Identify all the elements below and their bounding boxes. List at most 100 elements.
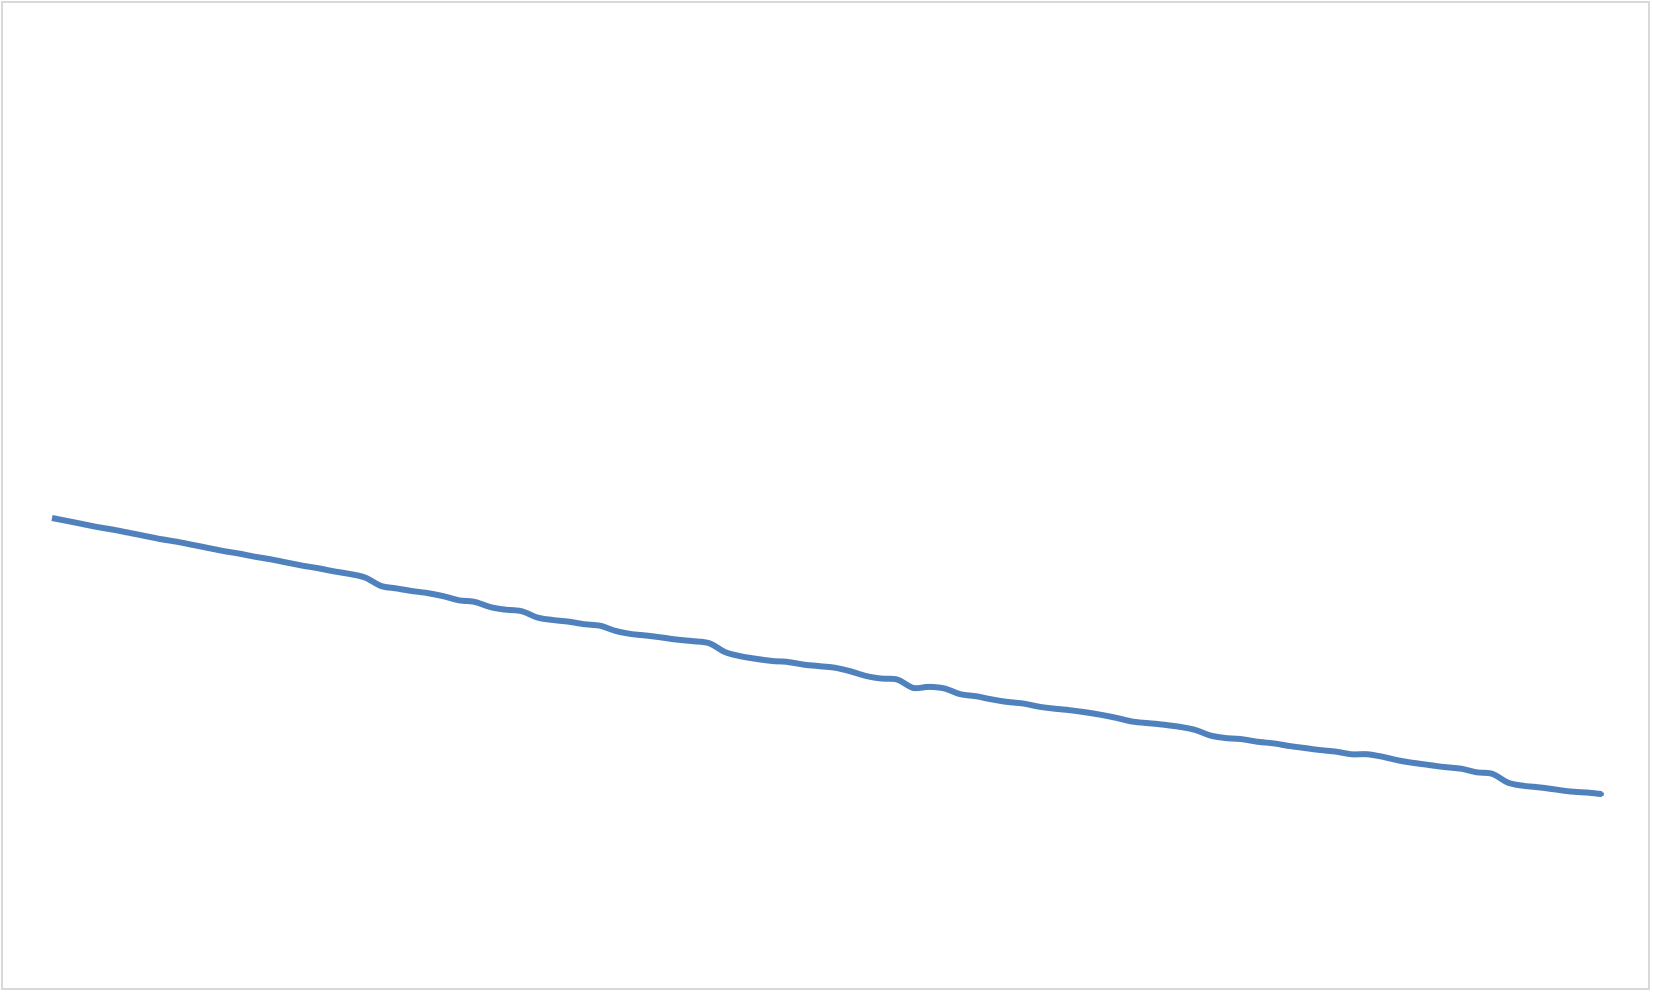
data-point <box>1365 752 1369 756</box>
data-point <box>410 589 414 593</box>
data-point <box>864 674 868 678</box>
data-point <box>911 686 915 690</box>
data-point <box>1475 770 1479 774</box>
data-point <box>1553 787 1557 791</box>
data-point <box>755 657 759 661</box>
data-point <box>661 636 665 640</box>
data-point <box>504 608 508 612</box>
data-point <box>66 519 70 523</box>
data-point <box>708 641 712 645</box>
data-point <box>1428 763 1432 767</box>
data-point <box>1209 734 1213 738</box>
data-point <box>379 584 383 588</box>
data-point <box>1303 746 1307 750</box>
data-point <box>1005 700 1009 704</box>
data-point <box>254 555 258 559</box>
data-point <box>1318 748 1322 752</box>
data-point <box>269 557 273 561</box>
data-point <box>144 534 148 538</box>
data-point <box>473 600 477 604</box>
data-point <box>50 516 54 520</box>
series-line <box>51 515 1603 798</box>
data-point <box>1287 744 1291 748</box>
data-point <box>629 632 633 636</box>
data-point <box>316 566 320 570</box>
data-point <box>1381 755 1385 759</box>
data-point <box>1240 737 1244 741</box>
data-point <box>723 650 727 654</box>
data-point <box>285 561 289 565</box>
data-point <box>598 624 602 628</box>
data-point <box>1396 758 1400 762</box>
data-point <box>927 685 931 689</box>
data-point <box>128 531 132 535</box>
data-point <box>1099 713 1103 717</box>
plot-area <box>50 515 1604 798</box>
data-point <box>614 629 618 633</box>
data-point <box>1522 784 1526 788</box>
data-point <box>97 525 101 529</box>
data-point <box>692 639 696 643</box>
data-point <box>582 622 586 626</box>
data-point <box>363 576 367 580</box>
data-point <box>1193 728 1197 732</box>
data-point <box>1224 736 1228 740</box>
data-point <box>989 697 993 701</box>
data-point <box>848 669 852 673</box>
data-point <box>1036 705 1040 709</box>
data-point <box>802 663 806 667</box>
data-point <box>347 572 351 576</box>
data-point <box>175 540 179 544</box>
data-point <box>488 605 492 609</box>
data-point <box>1115 716 1119 720</box>
data-point <box>457 598 461 602</box>
data-point <box>833 666 837 670</box>
data-point <box>535 615 539 619</box>
data-point <box>207 546 211 550</box>
data-point <box>113 528 117 532</box>
data-point <box>1162 723 1166 727</box>
data-point <box>1052 707 1056 711</box>
data-point <box>676 638 680 642</box>
data-point <box>1068 708 1072 712</box>
data-point <box>520 609 524 613</box>
data-point <box>1569 790 1573 794</box>
data-point <box>895 678 899 682</box>
data-point <box>1177 725 1181 729</box>
data-point <box>332 569 336 573</box>
data-point <box>1021 701 1025 705</box>
data-point <box>817 664 821 668</box>
data-point <box>222 549 226 553</box>
data-point <box>567 620 571 624</box>
data-point <box>1584 791 1588 795</box>
data-point <box>301 564 305 568</box>
data-point <box>958 692 962 696</box>
data-point <box>880 677 884 681</box>
data-point <box>1412 761 1416 765</box>
data-point <box>551 618 555 622</box>
data-point <box>1443 765 1447 769</box>
data-point <box>160 537 164 541</box>
data-point <box>1130 720 1134 724</box>
data-point <box>1349 752 1353 756</box>
data-point <box>394 586 398 590</box>
data-point <box>770 659 774 663</box>
data-point <box>191 543 195 547</box>
data-point <box>1490 772 1494 776</box>
data-point <box>441 594 445 598</box>
data-point <box>1256 740 1260 744</box>
data-point <box>942 686 946 690</box>
data-point <box>1537 785 1541 789</box>
data-point <box>1459 767 1463 771</box>
data-point <box>1334 750 1338 754</box>
data-point <box>1600 792 1604 797</box>
data-point <box>1506 781 1510 785</box>
data-point <box>1271 741 1275 745</box>
data-point <box>426 591 430 595</box>
data-point <box>974 694 978 698</box>
data-point <box>1146 721 1150 725</box>
data-point <box>81 522 85 526</box>
data-point <box>786 660 790 664</box>
data-point <box>238 552 242 556</box>
